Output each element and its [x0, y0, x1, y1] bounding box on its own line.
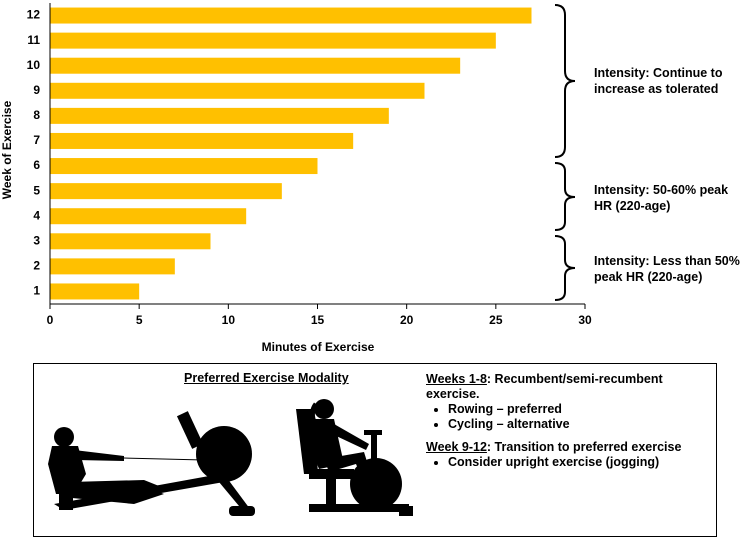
y-tick-label: 10 — [27, 58, 41, 72]
bar — [50, 208, 247, 225]
bullet: Rowing – preferred — [448, 402, 716, 417]
panel-title: Preferred Exercise Modality — [184, 371, 349, 385]
y-tick-label: 3 — [33, 233, 40, 247]
bar — [50, 158, 318, 175]
panel: Preferred Exercise Modality — [33, 363, 717, 537]
annotation: Intensity: 50-60% peak HR (220-age) — [594, 183, 729, 213]
y-tick-label: 8 — [33, 108, 40, 122]
x-axis-label: Minutes of Exercise — [262, 340, 375, 354]
annotation: Intensity: Less than 50% peak HR (220-ag… — [594, 254, 740, 284]
cyclist-silhouette — [296, 399, 413, 516]
y-tick-label: 6 — [33, 158, 40, 172]
y-tick-label: 11 — [27, 33, 40, 47]
brace — [554, 235, 576, 301]
bar — [50, 32, 496, 49]
x-tick-label: 0 — [47, 313, 54, 327]
bar — [50, 233, 211, 250]
y-tick-label: 2 — [33, 259, 40, 273]
section: Weeks 1-8: Recumbent/semi-recumbent exer… — [426, 372, 716, 432]
y-tick-label: 1 — [33, 284, 40, 298]
section-heading: Weeks 1-8 — [426, 372, 487, 386]
bullet-list: Rowing – preferredCycling – alternative — [426, 402, 716, 432]
brace — [554, 4, 576, 158]
illustrations — [48, 399, 413, 516]
bar — [50, 82, 425, 99]
x-tick-label: 15 — [311, 313, 325, 327]
bar — [50, 7, 532, 24]
chart: Minutes of Exercise Week of Exercise 123… — [0, 3, 592, 354]
bullet: Consider upright exercise (jogging) — [448, 455, 716, 470]
bar — [50, 258, 175, 275]
section-text: : Recumbent/semi-recumbent exercise. — [426, 372, 663, 401]
y-tick-label: 9 — [33, 83, 40, 97]
section: Week 9-12: Transition to preferred exerc… — [426, 440, 716, 470]
bar — [50, 283, 140, 300]
bullet: Cycling – alternative — [448, 417, 716, 432]
x-tick-label: 10 — [222, 313, 236, 327]
bullet-list: Consider upright exercise (jogging) — [426, 455, 716, 470]
x-tick-label: 25 — [489, 313, 503, 327]
rower-silhouette — [48, 411, 255, 516]
annotation: Intensity: Continue to increase as toler… — [594, 66, 723, 96]
x-tick-label: 30 — [578, 313, 592, 327]
section-text: : Transition to preferred exercise — [486, 440, 682, 454]
brace — [554, 162, 576, 231]
y-tick-label: 5 — [33, 183, 40, 197]
x-tick-label: 5 — [136, 313, 143, 327]
y-axis-label: Week of Exercise — [0, 100, 14, 199]
braces — [554, 4, 576, 301]
bar — [50, 132, 354, 149]
y-tick-label: 4 — [33, 208, 40, 222]
section-heading: Week 9-12 — [426, 440, 487, 454]
y-tick-label: 7 — [33, 133, 40, 147]
bar — [50, 57, 461, 74]
bar — [50, 107, 389, 124]
bar — [50, 183, 282, 200]
x-tick-label: 20 — [400, 313, 414, 327]
panel-text: Weeks 1-8: Recumbent/semi-recumbent exer… — [426, 372, 716, 478]
y-tick-label: 12 — [27, 8, 41, 22]
